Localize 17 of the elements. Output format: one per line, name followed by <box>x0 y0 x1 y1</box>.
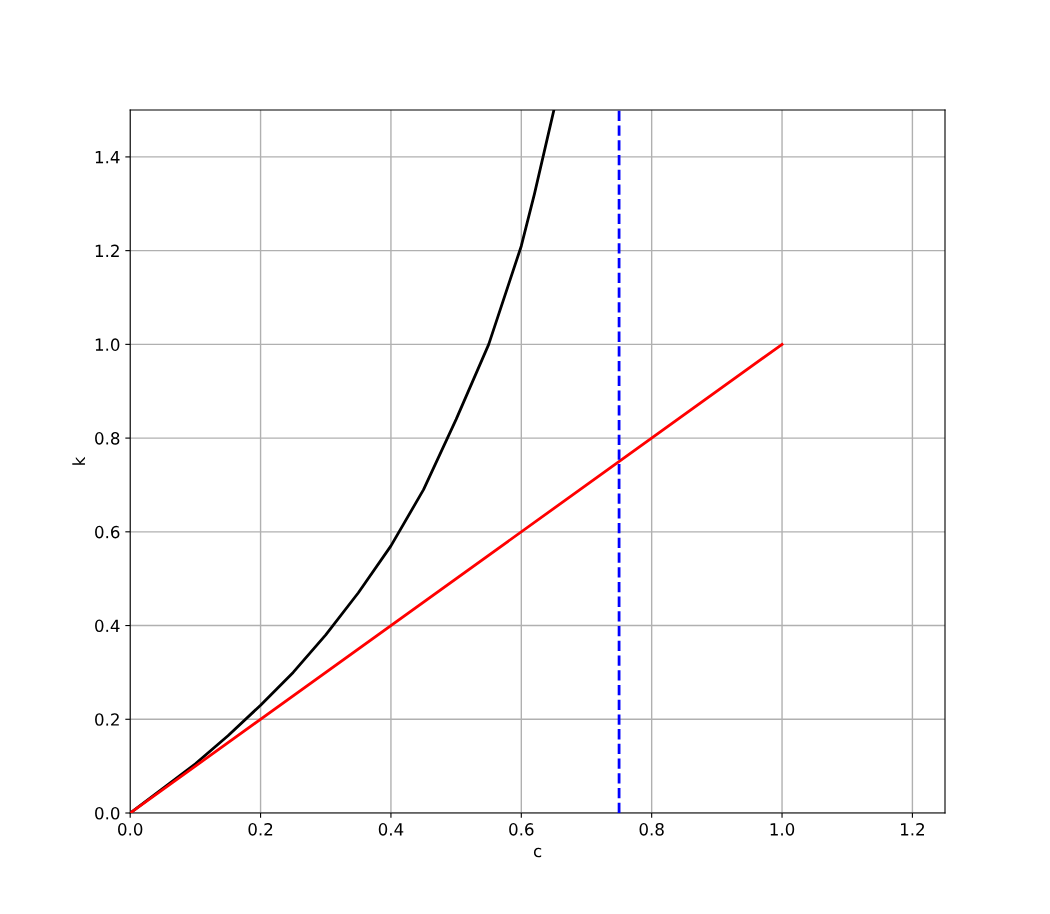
y-tick-label: 0.2 <box>95 713 119 726</box>
y-tick-label: 0.0 <box>95 806 120 820</box>
x-tick-label: 0.6 <box>509 823 534 836</box>
x-tick-label: 0.0 <box>118 823 143 836</box>
x-tick-label: 1.0 <box>770 823 795 836</box>
x-axis-title: c <box>533 847 542 858</box>
x-tick-label: 0.2 <box>248 823 273 836</box>
y-axis-title: k <box>72 456 85 465</box>
y-tick-label: 1.2 <box>95 244 119 257</box>
y-tick-label: 1.4 <box>95 151 120 164</box>
y-tick-label: 0.6 <box>95 525 120 539</box>
y-tick-label: 0.8 <box>95 432 120 445</box>
x-tick-label: 0.4 <box>378 823 404 836</box>
y-tick-label: 0.4 <box>95 619 120 633</box>
y-tick-label: 1.0 <box>95 338 120 351</box>
x-tick-label: 1.2 <box>900 823 924 836</box>
x-tick-label: 0.8 <box>639 823 664 836</box>
